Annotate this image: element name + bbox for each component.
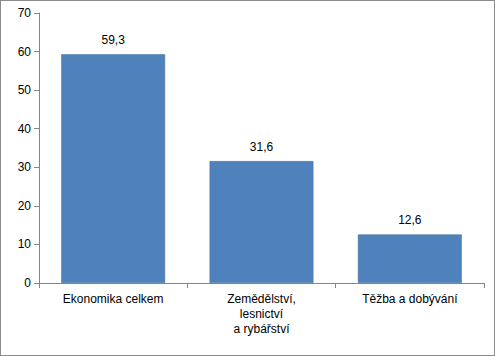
svg-text:60: 60 [18,45,32,59]
svg-text:59,3: 59,3 [101,33,125,47]
svg-text:70: 70 [18,6,32,20]
svg-text:50: 50 [18,83,32,97]
svg-text:0: 0 [24,276,31,290]
svg-text:lesnictví: lesnictví [240,307,284,321]
svg-text:Zemědělství,: Zemědělství, [227,292,296,306]
svg-text:30: 30 [18,160,32,174]
svg-text:12,6: 12,6 [398,213,422,227]
svg-text:31,6: 31,6 [250,140,274,154]
svg-text:Těžba a dobývání: Těžba a dobývání [362,292,458,306]
svg-text:Ekonomika celkem: Ekonomika celkem [63,292,164,306]
svg-text:20: 20 [18,199,32,213]
svg-text:a rybářství: a rybářství [233,322,290,336]
svg-text:40: 40 [18,122,32,136]
svg-text:10: 10 [18,237,32,251]
